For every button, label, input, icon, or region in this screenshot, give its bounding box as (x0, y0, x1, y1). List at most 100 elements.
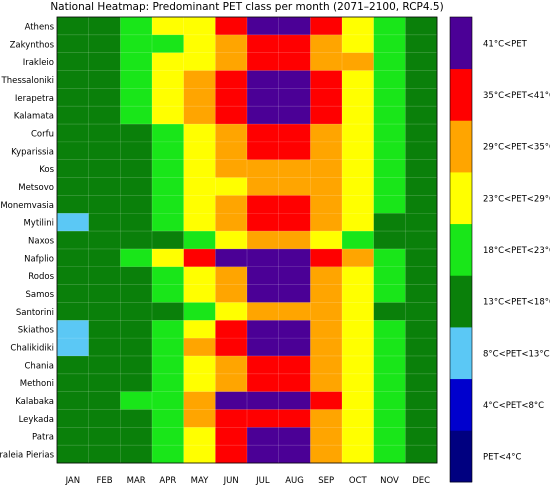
cell-athens-aug (278, 17, 311, 36)
cell-zakynthos-jul (247, 34, 280, 54)
cell-kyparissia-nov (373, 141, 406, 161)
cell-kalamata-dec (405, 106, 438, 125)
y-tick-label-chania: Chania (25, 361, 55, 371)
y-tick-label-thessaloniki: Thessaloniki (1, 76, 54, 86)
cell-patra-nov (373, 427, 406, 446)
cell-athens-apr (152, 17, 185, 36)
cell-leykada-nov (373, 409, 406, 428)
cell-thessaloniki-may (183, 70, 216, 89)
cell-patra-mar (120, 427, 153, 446)
cell-chania-jan (57, 355, 90, 375)
cell-patra-aug (278, 427, 311, 446)
cell-patra-jul (247, 427, 280, 446)
x-tick-label-may: MAY (191, 476, 209, 486)
cell-samos-jul (247, 284, 280, 303)
cell-irakleio-mar (120, 52, 153, 71)
cell-ierapetra-aug (278, 88, 311, 107)
colorbar-segment-8 (450, 17, 472, 70)
cell-paraleia-pierias-jan (57, 445, 90, 464)
cell-monemvasia-aug (278, 195, 311, 214)
cell-ierapetra-dec (405, 88, 438, 107)
x-tick-label-nov: NOV (380, 476, 399, 486)
cell-nafplio-oct (342, 248, 375, 268)
cell-skiathos-sep (310, 320, 343, 339)
cell-chalikidiki-mar (120, 338, 153, 357)
cell-nafplio-jun (215, 248, 248, 268)
cell-metsovo-apr (152, 177, 185, 196)
cell-thessaloniki-feb (88, 70, 121, 89)
x-tick-label-sep: SEP (318, 476, 334, 486)
cell-nafplio-aug (278, 248, 311, 268)
y-tick-label-kalabaka: Kalabaka (15, 397, 54, 407)
cell-irakleio-feb (88, 52, 121, 71)
cell-athens-feb (88, 17, 121, 36)
cell-zakynthos-sep (310, 34, 343, 54)
cell-skiathos-jan (57, 320, 90, 339)
cell-corfu-may (183, 124, 216, 143)
cell-kalamata-apr (152, 106, 185, 125)
cell-paraleia-pierias-dec (405, 445, 438, 464)
cell-nafplio-jan (57, 248, 90, 268)
cell-kalabaka-jan (57, 391, 90, 410)
colorbar-label-2: 8°C<PET<13°C (483, 349, 550, 359)
y-tick-label-samos: Samos (25, 290, 54, 300)
cell-samos-oct (342, 284, 375, 303)
cell-leykada-jan (57, 409, 90, 428)
colorbar-frame (449, 16, 473, 483)
y-axis-labels: Athens Zakynthos Irakleio Thessaloniki Ierap… (0, 22, 55, 460)
cell-paraleia-pierias-feb (88, 445, 121, 464)
cell-kalamata-oct (342, 106, 375, 125)
cell-rodos-feb (88, 266, 121, 285)
x-tick-label-feb: FEB (96, 476, 112, 486)
y-tick-label-ierapetra: Ierapetra (15, 94, 54, 104)
cell-athens-nov (373, 17, 406, 36)
cell-nafplio-sep (310, 248, 343, 268)
cell-methoni-oct (342, 373, 375, 393)
cell-leykada-dec (405, 409, 438, 428)
cell-mytilini-oct (342, 213, 375, 232)
cell-kalamata-feb (88, 106, 121, 125)
x-tick-label-dec: DEC (412, 476, 430, 486)
cell-ierapetra-jul (247, 88, 280, 107)
colorbar-segment-7 (450, 68, 472, 121)
cell-zakynthos-feb (88, 34, 121, 54)
cell-nafplio-nov (373, 248, 406, 268)
cell-nafplio-mar (120, 248, 153, 268)
cell-kos-oct (342, 159, 375, 178)
cell-paraleia-pierias-jun (215, 445, 248, 464)
cell-naxos-dec (405, 231, 438, 250)
cell-samos-mar (120, 284, 153, 303)
cell-monemvasia-mar (120, 195, 153, 214)
cell-monemvasia-jan (57, 195, 90, 214)
cell-metsovo-mar (120, 177, 153, 196)
cell-metsovo-dec (405, 177, 438, 196)
cell-mytilini-mar (120, 213, 153, 232)
cell-irakleio-jun (215, 52, 248, 71)
cell-corfu-sep (310, 124, 343, 143)
cell-zakynthos-aug (278, 34, 311, 54)
cell-mytilini-sep (310, 213, 343, 232)
cell-naxos-jun (215, 231, 248, 250)
cell-kyparissia-oct (342, 141, 375, 161)
cell-nafplio-may (183, 248, 216, 268)
cell-athens-jan (57, 17, 90, 36)
cell-thessaloniki-mar (120, 70, 153, 89)
cell-chania-feb (88, 355, 121, 375)
colorbar-label-0: PET<4°C (483, 453, 521, 463)
cell-chalikidiki-oct (342, 338, 375, 357)
cell-chania-dec (405, 355, 438, 375)
cell-leykada-mar (120, 409, 153, 428)
colorbar-labels: PET<4°C 4°C<PET<8°C 8°C<PET<13°C 13°C<PET<1… (483, 39, 550, 462)
cell-nafplio-jul (247, 248, 280, 268)
cell-patra-feb (88, 427, 121, 446)
cell-chania-sep (310, 355, 343, 375)
cell-santorini-dec (405, 302, 438, 321)
cell-skiathos-dec (405, 320, 438, 339)
cell-skiathos-jul (247, 320, 280, 339)
cell-skiathos-aug (278, 320, 311, 339)
colorbar (449, 16, 473, 483)
cell-corfu-jun (215, 124, 248, 143)
cell-kyparissia-jun (215, 141, 248, 161)
cell-skiathos-jun (215, 320, 248, 339)
